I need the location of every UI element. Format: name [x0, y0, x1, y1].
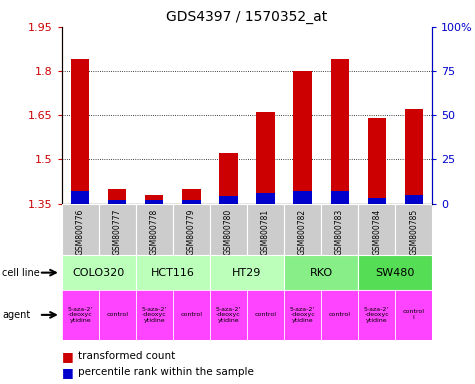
Text: RKO: RKO: [310, 268, 332, 278]
FancyBboxPatch shape: [62, 290, 99, 340]
Text: GSM800783: GSM800783: [335, 209, 344, 255]
Text: GSM800779: GSM800779: [187, 209, 196, 255]
Bar: [182, 189, 200, 204]
Text: control: control: [180, 312, 202, 318]
Text: control
l: control l: [403, 310, 425, 320]
Bar: [256, 112, 275, 204]
Text: GSM800784: GSM800784: [372, 209, 381, 255]
Text: 5-aza-2'
-deoxyc
ytidine: 5-aza-2' -deoxyc ytidine: [216, 306, 241, 323]
Bar: [368, 198, 386, 204]
Bar: [219, 154, 238, 204]
Text: 5-aza-2'
-deoxyc
ytidine: 5-aza-2' -deoxyc ytidine: [364, 306, 390, 323]
FancyBboxPatch shape: [247, 290, 284, 340]
Text: control: control: [106, 312, 128, 318]
Bar: [219, 197, 238, 204]
Text: ■: ■: [62, 366, 74, 379]
Text: GSM800780: GSM800780: [224, 209, 233, 255]
FancyBboxPatch shape: [321, 204, 358, 255]
FancyBboxPatch shape: [136, 290, 173, 340]
Bar: [405, 109, 423, 204]
Title: GDS4397 / 1570352_at: GDS4397 / 1570352_at: [166, 10, 328, 25]
FancyBboxPatch shape: [321, 290, 358, 340]
FancyBboxPatch shape: [99, 204, 136, 255]
Bar: [331, 191, 349, 204]
Bar: [256, 193, 275, 204]
FancyBboxPatch shape: [173, 290, 210, 340]
FancyBboxPatch shape: [395, 290, 432, 340]
Bar: [294, 191, 312, 204]
FancyBboxPatch shape: [136, 204, 173, 255]
Bar: [108, 189, 126, 204]
Text: control: control: [255, 312, 276, 318]
Text: GSM800782: GSM800782: [298, 209, 307, 255]
Bar: [331, 59, 349, 204]
Text: percentile rank within the sample: percentile rank within the sample: [78, 367, 254, 377]
Text: COLO320: COLO320: [73, 268, 125, 278]
FancyBboxPatch shape: [99, 290, 136, 340]
FancyBboxPatch shape: [358, 204, 395, 255]
Bar: [71, 191, 89, 204]
FancyBboxPatch shape: [284, 290, 321, 340]
Bar: [405, 195, 423, 204]
FancyBboxPatch shape: [62, 255, 136, 290]
Bar: [294, 71, 312, 204]
Bar: [368, 118, 386, 204]
Text: 5-aza-2'
-deoxyc
ytidine: 5-aza-2' -deoxyc ytidine: [67, 306, 93, 323]
Text: cell line: cell line: [2, 268, 40, 278]
Text: HCT116: HCT116: [151, 268, 195, 278]
Text: ■: ■: [62, 350, 74, 363]
Bar: [108, 200, 126, 204]
Text: GSM800785: GSM800785: [409, 209, 418, 255]
Text: transformed count: transformed count: [78, 351, 176, 361]
Bar: [145, 195, 163, 204]
Text: GSM800776: GSM800776: [76, 209, 85, 255]
Text: 5-aza-2'
-deoxyc
ytidine: 5-aza-2' -deoxyc ytidine: [290, 306, 315, 323]
FancyBboxPatch shape: [395, 204, 432, 255]
FancyBboxPatch shape: [358, 290, 395, 340]
FancyBboxPatch shape: [210, 290, 247, 340]
FancyBboxPatch shape: [210, 204, 247, 255]
FancyBboxPatch shape: [62, 204, 99, 255]
Text: HT29: HT29: [232, 268, 262, 278]
Text: GSM800778: GSM800778: [150, 209, 159, 255]
FancyBboxPatch shape: [358, 255, 432, 290]
FancyBboxPatch shape: [173, 204, 210, 255]
Bar: [145, 200, 163, 204]
FancyBboxPatch shape: [136, 255, 210, 290]
Text: 5-aza-2'
-deoxyc
ytidine: 5-aza-2' -deoxyc ytidine: [142, 306, 167, 323]
Bar: [182, 200, 200, 204]
FancyBboxPatch shape: [284, 204, 321, 255]
Text: control: control: [329, 312, 351, 318]
Text: GSM800781: GSM800781: [261, 209, 270, 255]
Text: GSM800777: GSM800777: [113, 209, 122, 255]
Text: SW480: SW480: [376, 268, 415, 278]
FancyBboxPatch shape: [284, 255, 358, 290]
FancyBboxPatch shape: [210, 255, 284, 290]
FancyBboxPatch shape: [247, 204, 284, 255]
Bar: [71, 59, 89, 204]
Text: agent: agent: [2, 310, 30, 320]
